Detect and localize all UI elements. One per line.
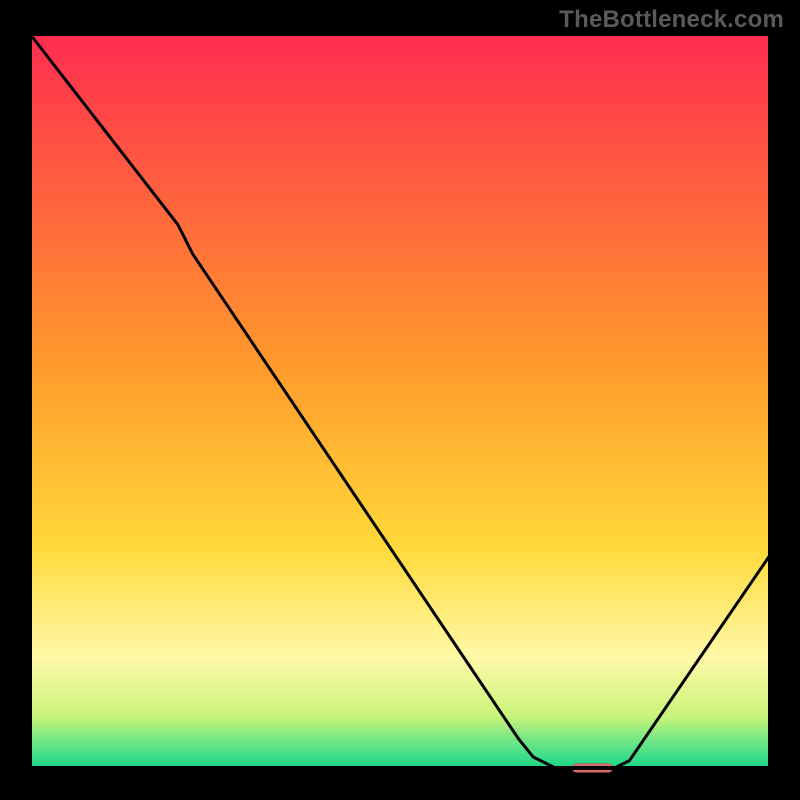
chart-stage: TheBottleneck.com xyxy=(0,0,800,800)
chart-canvas xyxy=(0,0,800,800)
gradient-background xyxy=(30,34,770,768)
